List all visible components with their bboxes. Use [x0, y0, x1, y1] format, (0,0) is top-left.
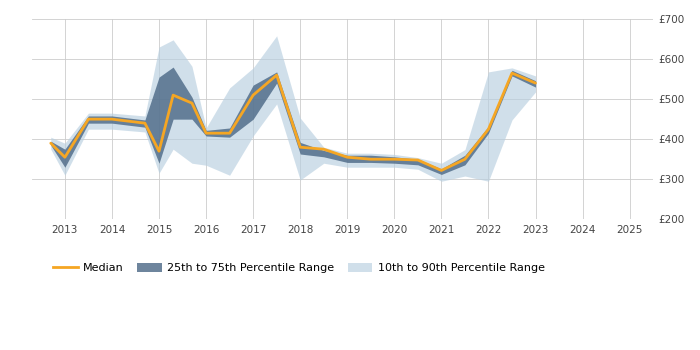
Line: Median: Median	[51, 73, 536, 170]
Median	[84, 117, 92, 121]
Median	[296, 145, 304, 149]
Median	[188, 101, 196, 105]
Median	[155, 149, 163, 153]
Median	[61, 155, 69, 159]
Median	[249, 93, 258, 97]
Median	[343, 155, 351, 159]
Median	[141, 121, 149, 125]
Median	[461, 157, 469, 161]
Median	[108, 117, 116, 121]
Median	[414, 158, 422, 162]
Median	[319, 147, 328, 151]
Median	[508, 71, 516, 75]
Median	[484, 127, 493, 131]
Median	[225, 131, 234, 135]
Median	[367, 157, 375, 161]
Median	[202, 131, 210, 135]
Median	[531, 81, 540, 85]
Legend: Median, 25th to 75th Percentile Range, 10th to 90th Percentile Range: Median, 25th to 75th Percentile Range, 1…	[49, 259, 550, 278]
Median	[272, 73, 281, 77]
Median	[438, 168, 446, 173]
Median	[390, 157, 398, 161]
Median	[47, 141, 55, 145]
Median	[169, 93, 177, 97]
